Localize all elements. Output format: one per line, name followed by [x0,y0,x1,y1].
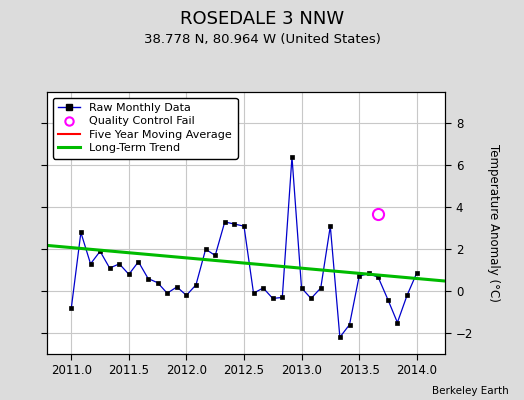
Text: 38.778 N, 80.964 W (United States): 38.778 N, 80.964 W (United States) [144,33,380,46]
Text: Berkeley Earth: Berkeley Earth [432,386,508,396]
Text: ROSEDALE 3 NNW: ROSEDALE 3 NNW [180,10,344,28]
Legend: Raw Monthly Data, Quality Control Fail, Five Year Moving Average, Long-Term Tren: Raw Monthly Data, Quality Control Fail, … [53,98,238,159]
Y-axis label: Temperature Anomaly (°C): Temperature Anomaly (°C) [487,144,500,302]
